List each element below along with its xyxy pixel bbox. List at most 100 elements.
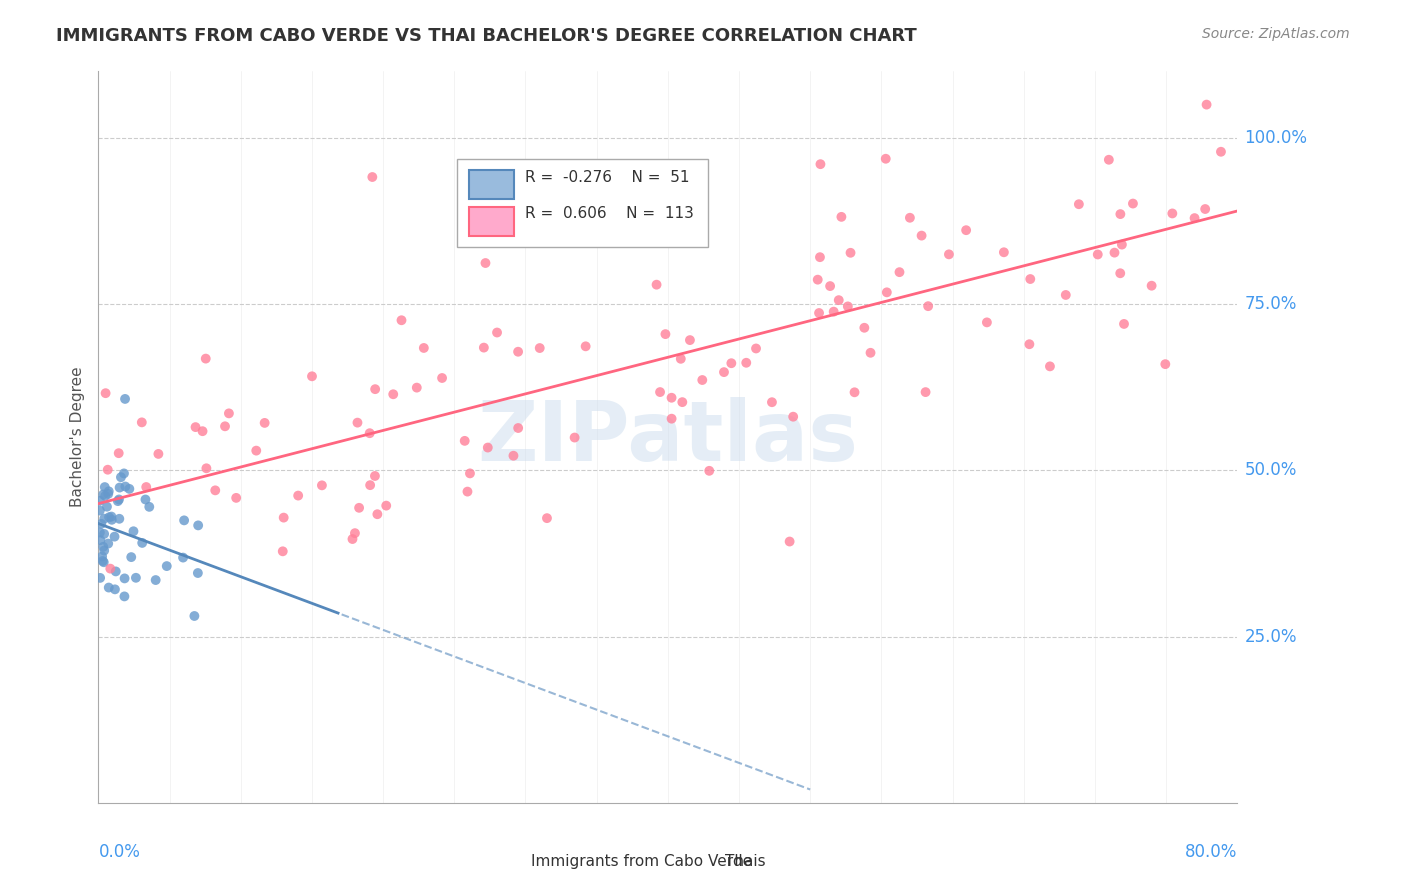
Point [346,416,368,430]
Point [108,481,131,495]
Point [103,530,125,544]
Point [184,420,207,434]
Point [89,493,111,508]
Point [910,228,932,243]
Point [218,406,240,420]
Point [859,345,882,359]
Point [107,494,129,508]
Point [430,371,453,385]
Point [359,426,381,441]
Point [508,421,530,435]
Text: IMMIGRANTS FROM CABO VERDE VS THAI BACHELOR'S DEGREE CORRELATION CHART: IMMIGRANTS FROM CABO VERDE VS THAI BACHE… [56,27,917,45]
Point [486,326,509,340]
Text: 100.0%: 100.0% [1244,128,1308,147]
Point [245,443,267,458]
Point [98,561,121,575]
Point [287,489,309,503]
Point [91,554,114,568]
Point [172,550,194,565]
Point [1098,153,1121,167]
Point [204,483,226,498]
Point [89,533,111,548]
Point [93,555,115,569]
Point [101,513,124,527]
Point [391,313,413,327]
Point [993,245,1015,260]
Point [94,386,117,401]
Point [456,484,478,499]
Point [654,327,676,342]
Point [108,512,131,526]
Point [1109,266,1132,280]
Point [173,513,195,527]
Point [148,447,170,461]
Point [364,469,387,483]
Text: Immigrants from Cabo Verde: Immigrants from Cabo Verde [531,854,752,869]
Point [807,273,830,287]
Text: R =  0.606    N =  113: R = 0.606 N = 113 [526,206,695,221]
Text: ZIPatlas: ZIPatlas [478,397,858,477]
Point [98,510,121,524]
Point [506,344,529,359]
FancyBboxPatch shape [468,170,515,200]
Point [108,492,131,507]
Point [114,479,136,493]
Point [1112,317,1135,331]
Point [112,590,135,604]
Point [342,532,364,546]
Point [844,385,866,400]
Point [669,351,692,366]
Text: 0.0%: 0.0% [98,843,141,861]
Point [938,247,960,261]
Point [134,492,156,507]
Point [93,511,115,525]
Point [955,223,977,237]
Point [575,339,598,353]
Point [536,511,558,525]
Point [138,500,160,514]
Point [375,499,398,513]
Point [1067,197,1090,211]
Point [364,382,387,396]
Point [875,152,897,166]
Point [779,534,801,549]
Point [156,559,179,574]
Point [122,524,145,539]
Point [1184,211,1206,226]
Point [89,503,111,517]
Point [502,449,524,463]
Text: 80.0%: 80.0% [1185,843,1237,861]
Point [97,484,120,499]
Point [112,467,135,481]
Point [89,571,111,585]
Point [135,480,157,494]
Point [97,463,120,477]
Point [1019,272,1042,286]
Point [104,582,127,597]
Point [1087,247,1109,261]
Point [837,300,859,314]
Point [830,210,852,224]
Point [917,299,939,313]
Point [810,157,832,171]
Point [91,487,114,501]
Point [118,482,141,496]
Point [839,245,862,260]
Point [1154,357,1177,371]
Point [671,395,693,409]
Point [808,306,831,320]
Point [648,385,671,400]
Point [93,543,115,558]
Point [366,507,388,521]
Point [1161,206,1184,220]
Point [104,565,127,579]
Point [474,256,496,270]
Point [91,540,114,554]
Point [1195,97,1218,112]
Point [713,365,735,379]
Point [131,415,153,429]
Point [114,571,136,585]
Text: Thais: Thais [725,854,765,869]
Point [529,341,551,355]
Point [1209,145,1232,159]
